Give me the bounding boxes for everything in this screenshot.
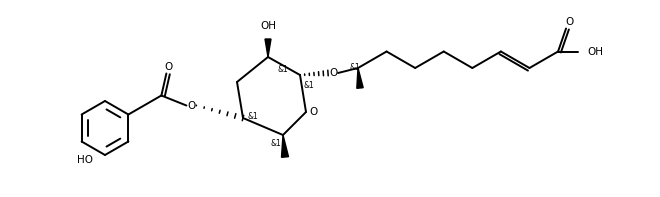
Text: &1: &1: [349, 62, 360, 72]
Text: &1: &1: [277, 64, 288, 73]
Polygon shape: [265, 39, 271, 57]
Text: O: O: [164, 61, 172, 72]
Text: O: O: [329, 68, 337, 78]
Polygon shape: [282, 135, 288, 157]
Text: HO: HO: [77, 155, 93, 165]
Text: O: O: [187, 100, 195, 111]
Text: OH: OH: [587, 46, 603, 57]
Text: &1: &1: [247, 112, 258, 121]
Text: OH: OH: [260, 21, 276, 31]
Polygon shape: [357, 68, 363, 88]
Text: O: O: [565, 17, 573, 27]
Text: &1: &1: [304, 81, 315, 89]
Text: &1: &1: [270, 139, 281, 149]
Text: O: O: [310, 107, 318, 117]
